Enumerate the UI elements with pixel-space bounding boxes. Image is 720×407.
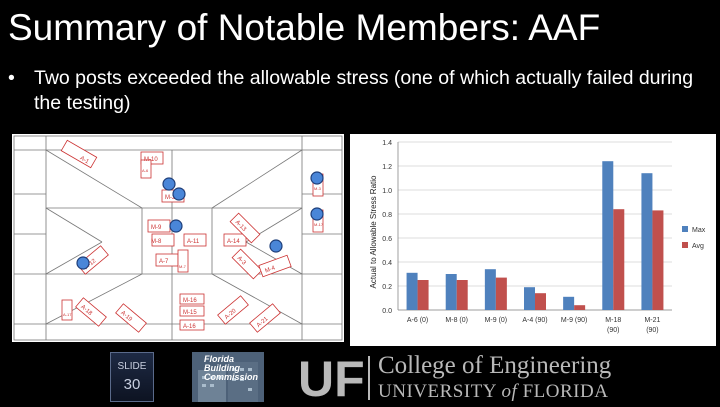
stress-ratio-chart: 0.0 0.2 0.4 0.6 0.8 1.0 1.2 1.4 A-6 (0) M-8 (0) M… [350,134,716,346]
post-marker [269,239,283,253]
slide-title: Summary of Notable Members: AAF [8,7,601,48]
bar-max [484,269,496,310]
bar-max [445,274,457,310]
college-name: College of Engineering [378,352,612,379]
bar-max [406,272,418,310]
uf-logo: UF [296,351,372,407]
legend-label: Max [692,227,706,234]
plan-label: A-14 [227,239,240,245]
uf-monogram-icon: UF [298,351,370,407]
florida-building-commission-logo: Florida Building Commission [192,352,264,402]
post-marker [310,207,324,221]
x-tick-label: M-9 (0) [485,317,508,324]
stress-ratio-chart-svg: 0.0 0.2 0.4 0.6 0.8 1.0 1.2 1.4 A-6 (0) M-8 (0) M… [369,140,706,334]
slide-label: SLIDE [117,361,147,372]
y-tick-label: 1.2 [382,164,392,171]
bar-avg [535,293,546,310]
fbc-line-1: Florida [204,354,235,364]
legend-label: Avg [692,243,704,250]
bar-max [524,287,535,310]
plan-label: M-2 [165,195,176,201]
plan-label: A-7 [159,259,169,265]
building-photo-icon [192,352,264,402]
bar-avg [652,210,664,310]
y-axis-label: Actual to Allowable Stress Ratio [369,175,378,288]
y-tick-label: 0.6 [382,236,392,243]
plan-label: M-9 [151,225,162,231]
slide-number-badge: SLIDE 30 [110,352,154,402]
x-tick-label: A-4 (90) [522,317,547,324]
x-tick-label: M-21 [644,317,660,324]
y-tick-label: 0.2 [382,284,392,291]
x-axis-ticks: A-6 (0) M-8 (0) M-9 (0) A-4 (90) M-9 (90) M-1… [407,317,661,334]
y-tick-label: 1.4 [382,140,392,147]
plan-label: M-3 [314,186,322,191]
plan-label: M-8 [151,239,162,245]
post-marker [162,177,176,191]
post-marker [310,171,324,185]
y-tick-label: 0.8 [382,212,392,219]
bar-avg [417,280,429,310]
x-tick-label: M-8 (0) [445,317,468,324]
post-marker [76,256,90,270]
plan-label: M-17 [314,222,324,227]
bar-max [641,173,653,310]
x-tick-label: A-6 (0) [407,317,428,324]
chart-legend: Max Avg [682,226,706,250]
fbc-line-2: Building [204,363,240,373]
slide-number: 30 [123,376,141,393]
plan-label: A-11 [187,239,200,245]
plan-label: A-6 [142,168,149,173]
plan-label: A-1 [79,156,91,166]
x-tick-label: (90) [646,327,658,334]
legend-swatch [682,242,688,248]
fbc-line-3: Commission [204,372,259,382]
bar-avg [574,305,586,310]
university-of: of [501,381,518,402]
post-marker [169,219,183,233]
legend-swatch [682,226,688,232]
y-tick-label: 0.4 [382,260,392,267]
x-tick-label: (90) [607,327,619,334]
plan-label: M-10 [144,157,158,163]
university-part-b: FLORIDA [517,381,609,402]
y-tick-label: 0.0 [382,308,392,315]
chart-grid [397,141,672,311]
plan-label: M-15 [183,310,197,316]
uf-mark: UF [298,352,365,402]
floor-plan-figure: A-1 M-10 A-6 M-2 M-9 M-8 A-11 A-14 A-13 … [12,134,344,342]
plan-label: A-17 [63,312,72,317]
plan-label: M-4 [264,265,276,274]
chart-bars [406,161,664,310]
plan-label: A-16 [183,324,196,330]
y-tick-label: 1.0 [382,188,392,195]
x-tick-label: M-9 (90) [561,317,587,324]
plan-label: M-16 [183,298,197,304]
floor-plan-drawing: A-1 M-10 A-6 M-2 M-9 M-8 A-11 A-14 A-13 … [13,135,343,341]
plan-label: A-3 [236,256,247,267]
bar-max [563,296,575,310]
bar-avg [456,280,468,310]
bar-max [602,161,614,310]
bullet-text: Two posts exceeded the allowable stress … [34,67,694,114]
plan-label: M-7 [179,264,187,269]
bar-avg [613,209,625,310]
bar-avg [495,277,507,310]
university-part-a: UNIVERSITY [378,381,502,402]
bullet-item: • Two posts exceeded the allowable stres… [8,66,714,116]
x-tick-label: M-18 [605,317,621,324]
post-marker [172,187,186,201]
y-axis-ticks: 0.0 0.2 0.4 0.6 0.8 1.0 1.2 1.4 [382,140,392,315]
bullet-dot-icon: • [8,67,15,89]
university-name: UNIVERSITY of FLORIDA [378,381,608,403]
